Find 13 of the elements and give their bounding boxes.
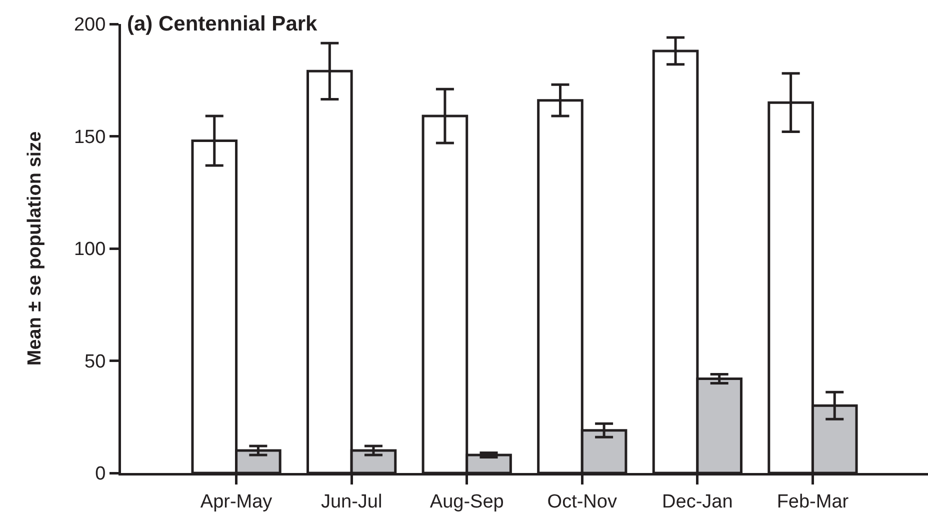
y-tick-label: 0 [95,464,106,485]
x-tick-label: Feb-Mar [776,491,850,512]
x-tick-label: Jun-Jul [320,491,382,512]
y-tick-label: 100 [74,239,106,260]
y-tick-label: 50 [84,351,106,372]
y-tick-label: 200 [74,14,106,36]
y-tick-label: 150 [74,126,106,148]
y-axis-title: Mean ± se population size [24,131,46,366]
x-tick-label: Apr-May [200,491,273,512]
x-tick-label: Oct-Nov [547,491,618,512]
x-tick-label: Dec-Jan [662,491,733,512]
chart-title: (a) Centennial Park [127,12,318,36]
x-tick-label: Aug-Sep [430,491,504,512]
